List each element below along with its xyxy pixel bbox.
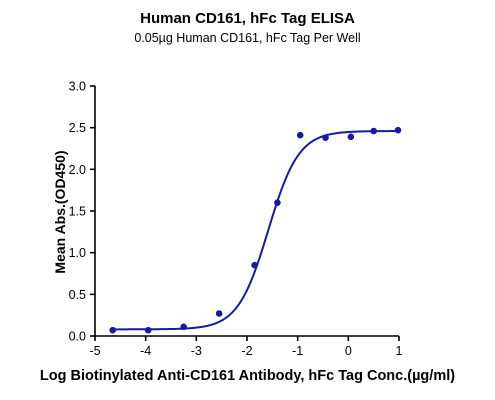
- data-point: [215, 310, 223, 317]
- x-tick-label: 0: [345, 344, 352, 358]
- y-axis-label: Mean Abs.(OD450): [52, 150, 68, 274]
- y-tick-label: 1.0: [69, 246, 86, 260]
- x-axis-label: Log Biotinylated Anti-CD161 Antibody, hF…: [39, 368, 456, 384]
- data-point: [347, 133, 355, 141]
- data-point: [274, 199, 281, 206]
- fit-curve: [112, 130, 398, 331]
- data-point: [109, 326, 117, 334]
- y-tick-label: 1.5: [69, 205, 86, 219]
- y-tick-label: 2.5: [69, 121, 86, 135]
- x-tick-label: -2: [241, 344, 252, 358]
- y-tick-label: 2.0: [69, 163, 86, 177]
- data-point: [394, 126, 402, 134]
- data-points-layer: [109, 126, 402, 334]
- y-tick-label: 3.0: [69, 80, 86, 94]
- data-point: [251, 261, 258, 269]
- y-tick-label: 0.5: [69, 288, 86, 302]
- x-tick-label: -3: [191, 344, 202, 358]
- x-tick-label: -5: [89, 344, 100, 358]
- x-tick-label: -1: [292, 344, 303, 358]
- fit-curve-layer: [112, 130, 398, 331]
- data-point: [370, 127, 377, 135]
- x-tick-label: 1: [396, 344, 403, 358]
- y-tick-label: 0.0: [69, 330, 86, 344]
- data-point: [144, 326, 152, 334]
- data-point: [296, 131, 304, 139]
- data-point: [322, 134, 329, 141]
- chart-title: Human CD161, hFc Tag ELISA: [140, 10, 355, 27]
- data-point: [180, 323, 187, 331]
- chart-subtitle: 0.05µg Human CD161, hFc Tag Per Well: [134, 31, 361, 45]
- axes: -5 -4 -3 -2 -1 0 1 0.0 0.5 1.0 1.5 2.0 2.5 3.0: [69, 80, 403, 359]
- x-tick-label: -4: [140, 344, 151, 358]
